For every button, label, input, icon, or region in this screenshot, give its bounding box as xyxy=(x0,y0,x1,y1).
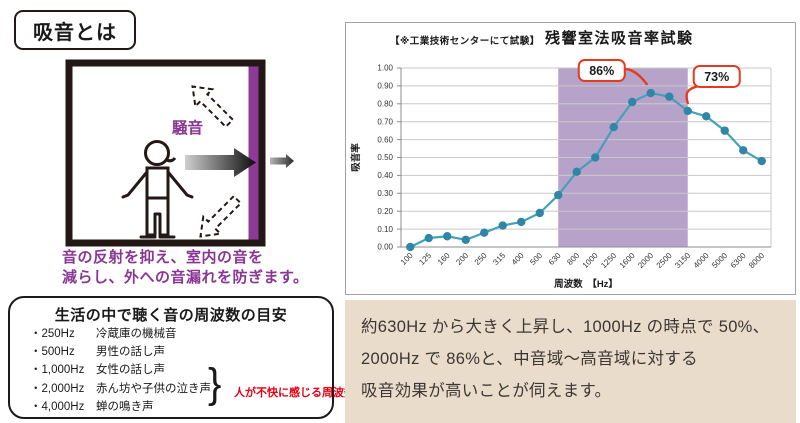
absorber-wall-strip xyxy=(248,66,259,240)
leaked-sound-arrow xyxy=(270,154,294,168)
reflection-arrow-upper xyxy=(191,85,235,129)
section-title: 吸音とは xyxy=(33,21,117,44)
callout-tail xyxy=(685,84,700,105)
x-tick-label: 4000 xyxy=(692,251,711,270)
frequency-guide-box: 生活の中で聴く音の周波数の目安 ・250Hz 冷蔵庫の機械音・500Hz 男性の話し… xyxy=(8,296,355,419)
absorption-caption: 音の反射を抑え、室内の音を 減らし、外への音漏れを防ぎます。 xyxy=(62,248,309,288)
absorption-line-chart: 0.00 0.10 0.20 0.30 0.40 0.50 0.60 0.70 0.80 0.90… xyxy=(350,59,772,290)
callout-box xyxy=(692,64,741,88)
x-tick-label: 630 xyxy=(547,251,563,267)
x-tick-label: 200 xyxy=(454,251,470,267)
y-tick-label: 0.90 xyxy=(377,82,393,91)
data-point xyxy=(498,221,507,230)
frequency-value: ・500Hz xyxy=(30,346,75,359)
frequency-guide-row: ・4,000Hz 蝉の鳴き声 xyxy=(30,398,211,416)
frequency-value: ・250Hz xyxy=(30,328,75,340)
y-tick-label: 1.00 xyxy=(377,64,393,73)
frequency-guide-row: ・250Hz 冷蔵庫の機械音 xyxy=(30,325,211,343)
frequency-guide-title: 生活の中で聴く音の周波数の目安 xyxy=(54,307,288,324)
y-tick-label: 0.00 xyxy=(377,243,393,252)
x-tick-label: 250 xyxy=(473,251,489,267)
unpleasant-frequency-note: 人が不快に感じる周波数 xyxy=(234,387,355,399)
caption-line: 音の反射を抑え、室内の音を xyxy=(62,249,264,266)
x-tick-label: 3150 xyxy=(673,251,692,270)
data-point xyxy=(480,228,489,237)
frequency-value: ・2,000Hz xyxy=(30,382,85,395)
data-point xyxy=(406,242,415,252)
frequency-desc: 冷蔵庫の機械音 xyxy=(96,328,177,340)
frequency-guide-row: ・500Hz 男性の話し声 xyxy=(30,343,211,361)
x-tick-label: 100 xyxy=(399,251,415,267)
y-axis-title: 吸音率 xyxy=(350,143,362,172)
x-tick-label: 1000 xyxy=(581,251,600,270)
x-tick-label: 500 xyxy=(528,251,544,267)
data-point xyxy=(665,92,674,101)
data-point xyxy=(535,208,544,218)
frequency-guide-row: ・1,000Hz 女性の話し声 xyxy=(30,361,211,379)
data-point xyxy=(683,106,692,116)
x-tick-label: 800 xyxy=(565,251,581,267)
x-tick-label: 8000 xyxy=(747,251,766,270)
callout-label: 86% xyxy=(589,64,614,78)
noise-label: 騒音 xyxy=(171,118,203,137)
frequency-value: ・1,000Hz xyxy=(30,364,85,377)
data-point xyxy=(720,126,729,135)
frequency-guide-list: ・250Hz 冷蔵庫の機械音 ・500Hz 男性の話し声 ・1,000Hz 女性の話し声・… xyxy=(30,325,211,416)
data-point xyxy=(461,235,470,245)
data-point xyxy=(424,233,433,243)
summary-line: 約630Hz から大きく上昇し、1000Hz の時点で 50%、 xyxy=(361,318,770,336)
frequency-value: ・4,000Hz xyxy=(30,400,85,413)
data-point xyxy=(554,190,563,200)
data-point xyxy=(591,153,600,162)
frequency-desc: 女性の話し声 xyxy=(96,364,165,377)
frequency-guide-row: ・2,000Hz 赤ん坊や子供の泣き声 xyxy=(30,380,211,398)
caption-line: 減らし、外への音漏れを防ぎます。 xyxy=(62,269,309,286)
bracket-glyph: } xyxy=(208,360,222,408)
x-axis-title: 周波数 【Hz】 xyxy=(554,278,618,290)
x-tick-label: 160 xyxy=(436,251,452,267)
data-point xyxy=(609,122,618,132)
y-tick-label: 0.60 xyxy=(377,135,393,144)
x-tick-label: 400 xyxy=(510,251,526,267)
chart-title: 残響室法吸音率試験 xyxy=(545,30,694,47)
section-title-box: 吸音とは xyxy=(14,10,136,50)
x-tick-label: 125 xyxy=(417,251,433,267)
y-tick-label: 0.80 xyxy=(377,100,393,109)
callout-label: 73% xyxy=(704,70,729,84)
x-tick-label: 1250 xyxy=(599,251,618,270)
x-tick-label: 6300 xyxy=(729,251,748,270)
person-figure xyxy=(121,140,194,239)
data-point xyxy=(739,146,748,155)
y-tick-label: 0.40 xyxy=(377,171,393,180)
frequency-desc: 蝉の鳴き声 xyxy=(96,400,154,413)
frequency-desc: 赤ん坊や子供の泣き声 xyxy=(96,382,211,395)
y-tick-label: 0.10 xyxy=(377,225,393,234)
x-tick-label: 2500 xyxy=(655,251,674,270)
data-point xyxy=(702,112,711,121)
x-tick-label: 5000 xyxy=(710,251,729,270)
summary-line: 2000Hz で 86%と、中音域〜高音域に対する xyxy=(361,350,698,368)
x-tick-label: 315 xyxy=(491,251,507,267)
data-point xyxy=(646,88,655,98)
y-tick-label: 0.20 xyxy=(377,207,393,216)
chart-panel: 【※工業技術センターにて試験】 残響室法吸音率試験 0.00 0.10 0.20 0.… xyxy=(345,22,796,295)
data-point xyxy=(443,232,452,241)
summary-line: 吸音効果が高いことが伺えます。 xyxy=(361,382,612,400)
y-tick-label: 0.70 xyxy=(377,117,393,126)
x-tick-label: 1600 xyxy=(618,251,637,270)
data-point xyxy=(757,156,766,166)
room-diagram: 騒音 xyxy=(65,59,294,247)
data-point xyxy=(517,217,526,227)
frequency-desc: 男性の話し声 xyxy=(96,346,165,359)
chart-test-note: 【※工業技術センターにて試験】 xyxy=(390,36,540,47)
callout-box xyxy=(577,59,626,83)
data-point xyxy=(572,167,581,177)
data-point xyxy=(628,97,637,107)
summary-box: 約630Hz から大きく上昇し、1000Hz の時点で 50%、 2000Hz で… xyxy=(345,300,796,423)
x-tick-label: 2000 xyxy=(636,251,655,270)
y-tick-label: 0.30 xyxy=(377,189,393,198)
noise-arrow xyxy=(185,148,256,177)
y-tick-label: 0.50 xyxy=(377,153,393,162)
